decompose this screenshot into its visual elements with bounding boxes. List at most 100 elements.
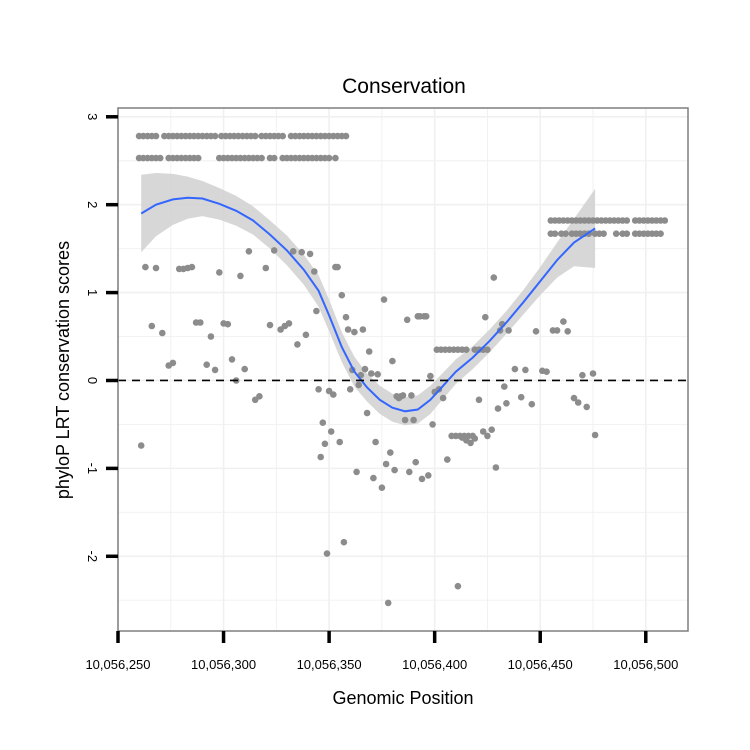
data-point <box>399 392 407 399</box>
data-point <box>216 269 223 276</box>
data-point <box>340 538 348 546</box>
data-point <box>262 264 270 272</box>
data-point <box>600 230 607 237</box>
points-layer <box>135 132 669 607</box>
data-point <box>410 416 417 424</box>
data-point <box>406 468 413 476</box>
data-point <box>570 394 578 402</box>
data-point <box>207 333 215 340</box>
data-point <box>378 484 386 492</box>
axis-layer: 10,056,250 10,056,300 10,056,350 10,056,400… <box>85 113 678 672</box>
data-point <box>475 396 483 404</box>
data-point <box>391 466 398 474</box>
data-point <box>574 399 582 406</box>
data-point <box>503 400 510 407</box>
data-point <box>279 132 287 140</box>
data-point <box>422 313 430 320</box>
data-point <box>270 154 278 162</box>
data-point <box>372 438 379 446</box>
data-point <box>228 356 236 363</box>
data-point <box>330 391 337 398</box>
data-point <box>338 291 346 299</box>
data-point <box>334 263 341 271</box>
y-tick-label: 1 <box>85 289 100 296</box>
data-point <box>270 247 278 254</box>
data-point <box>501 383 508 390</box>
data-point <box>289 248 297 255</box>
data-point <box>429 421 436 428</box>
data-point <box>471 435 479 442</box>
data-point <box>368 370 375 377</box>
data-point <box>583 403 590 411</box>
smooth-line-layer <box>140 196 596 413</box>
data-point <box>353 468 360 476</box>
data-point <box>237 272 244 280</box>
data-point <box>313 307 320 315</box>
data-point <box>197 319 204 326</box>
data-point <box>211 132 219 140</box>
data-point <box>355 381 363 389</box>
plot-panel-border <box>117 107 689 632</box>
data-point <box>241 365 248 373</box>
data-point <box>505 327 512 334</box>
data-point <box>169 359 177 367</box>
data-point <box>444 456 451 463</box>
y-tick-label: -2 <box>85 551 100 563</box>
smooth-line <box>140 196 596 413</box>
data-point <box>384 599 392 607</box>
data-point <box>412 458 420 466</box>
data-point <box>427 372 434 380</box>
data-point <box>479 428 487 435</box>
data-point <box>342 132 350 140</box>
data-point <box>336 438 344 446</box>
data-point <box>342 313 350 321</box>
data-point <box>258 154 265 162</box>
data-point <box>156 154 164 162</box>
data-point <box>359 326 367 333</box>
data-point <box>425 472 432 479</box>
data-point <box>365 348 373 355</box>
data-point <box>319 419 327 427</box>
data-point <box>492 464 500 471</box>
data-point <box>532 328 540 335</box>
data-point <box>382 460 390 468</box>
data-point <box>323 550 331 557</box>
y-tick-label: 3 <box>85 113 100 120</box>
data-point <box>661 217 669 224</box>
data-point <box>251 132 259 140</box>
data-point <box>380 296 388 303</box>
data-point <box>553 327 561 334</box>
data-point <box>511 365 519 373</box>
data-point <box>389 357 396 365</box>
data-point <box>522 366 529 374</box>
data-point <box>224 320 232 328</box>
data-point <box>528 400 536 408</box>
data-point <box>374 371 382 378</box>
y-tick-label: 2 <box>85 201 100 208</box>
data-point <box>302 331 310 339</box>
data-point <box>317 453 325 461</box>
data-point <box>482 313 489 321</box>
grid-layer <box>117 108 688 631</box>
data-point <box>298 248 306 256</box>
data-point <box>294 341 301 348</box>
data-point <box>152 132 160 140</box>
data-point <box>188 263 196 271</box>
data-point <box>623 230 631 237</box>
data-point <box>591 431 599 439</box>
data-point <box>142 263 149 271</box>
data-point <box>560 318 567 325</box>
data-point <box>543 368 550 376</box>
data-point <box>657 230 664 237</box>
x-tick-label: 10,056,400 <box>402 657 467 672</box>
data-point <box>517 393 525 401</box>
data-point <box>363 409 371 417</box>
data-point <box>344 326 352 333</box>
data-point <box>401 416 409 424</box>
data-point <box>463 346 470 354</box>
data-point <box>152 264 160 272</box>
data-point <box>194 154 202 162</box>
data-point <box>327 428 335 435</box>
data-point <box>351 328 358 336</box>
data-point <box>387 449 394 456</box>
